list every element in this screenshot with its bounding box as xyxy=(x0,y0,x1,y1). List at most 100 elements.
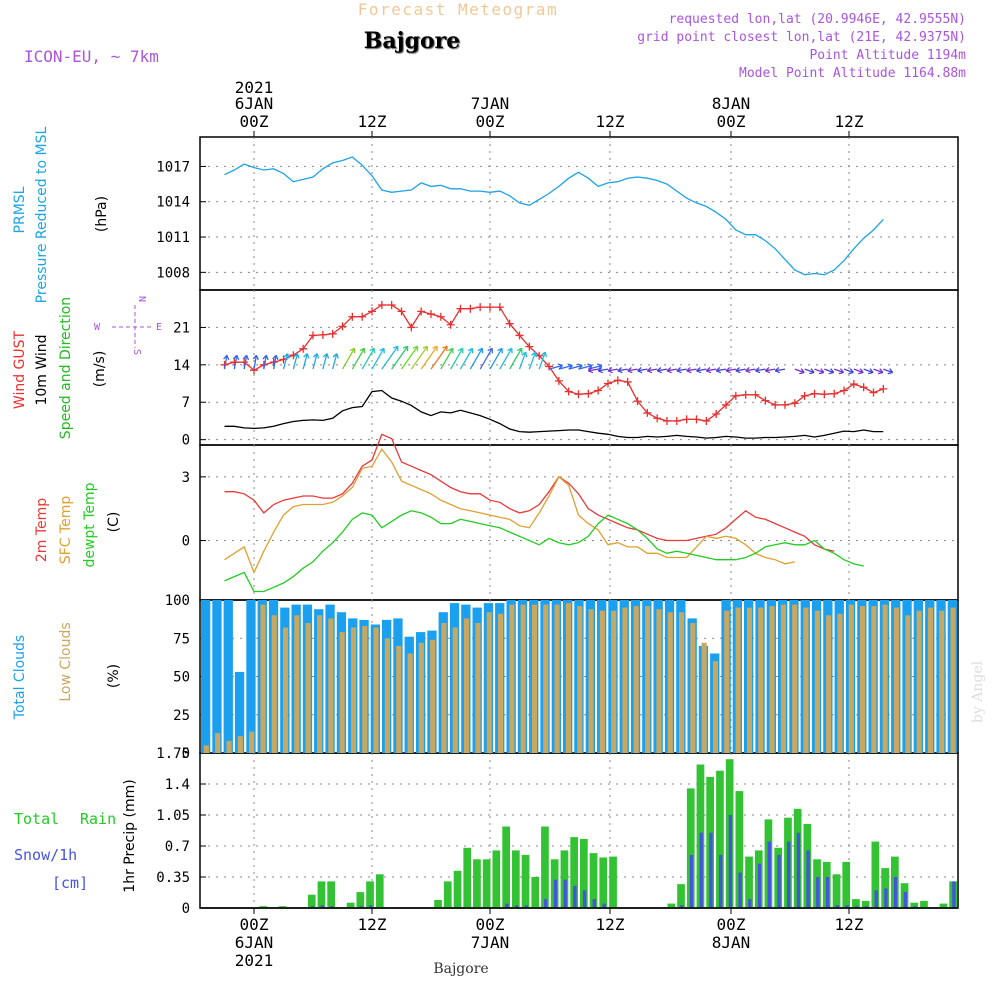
snow-bar-35 xyxy=(544,899,548,908)
wind-arrowhead-26 xyxy=(516,347,523,354)
snow-bar-16 xyxy=(359,906,363,908)
snow-bar-39 xyxy=(582,890,587,908)
wind-arrow-2 xyxy=(273,355,277,370)
low-cloud-bar-6 xyxy=(271,615,277,753)
model-altitude: Model Point Altitude 1164.88m xyxy=(739,66,966,81)
wind-labels: Wind GUST 10m Wind Speed and Direction (… xyxy=(12,296,162,439)
precipitation-ytick-0: 1.75 xyxy=(156,746,190,762)
rain-bar-41 xyxy=(599,857,608,908)
gust-marker-42 xyxy=(633,397,642,406)
gust-marker-62 xyxy=(830,389,839,398)
wind-arrowhead-5 xyxy=(303,353,310,359)
low-cloud-bar-62 xyxy=(905,615,911,753)
wind-arrow-36 xyxy=(598,368,609,372)
low-cloud-bar-29 xyxy=(531,604,537,753)
model-name: ICON-EU, ~ 7km xyxy=(24,47,159,66)
gust-marker-66 xyxy=(869,388,878,397)
wind-arrowhead-40 xyxy=(637,367,643,374)
wind-arrow-43 xyxy=(666,368,677,372)
total-cloud-bar-2 xyxy=(223,600,233,753)
precip-y-label: 1hr Precip (mm) xyxy=(122,779,138,892)
snow-bar-12 xyxy=(320,905,324,908)
pressure-ytick-0: 1017 xyxy=(156,159,190,175)
top-time-label-5: 12Z xyxy=(835,112,864,131)
wind-arrow-7 xyxy=(322,353,328,370)
rain-bar-69 xyxy=(871,841,880,908)
wind-arrowhead-58 xyxy=(828,368,835,375)
wind-arrow-46 xyxy=(696,368,707,372)
precipitation-ytick-3: 0.7 xyxy=(165,839,190,855)
wind-arrowhead-42 xyxy=(656,367,663,374)
compass-north: N xyxy=(136,296,147,302)
rain-bar-39 xyxy=(580,838,588,908)
snow-bar-69 xyxy=(874,890,878,908)
wind-arrowhead-28 xyxy=(531,351,538,358)
gust-marker-63 xyxy=(840,386,848,395)
snow-bar-36 xyxy=(553,879,558,908)
low-cloud-bar-10 xyxy=(317,615,323,753)
wind-arrow-54 xyxy=(775,368,786,372)
wind-arrow-10 xyxy=(351,347,365,370)
wind-arrow-25 xyxy=(499,347,513,370)
low-cloud-bar-35 xyxy=(599,610,605,753)
wind-arrowhead-49 xyxy=(725,367,731,374)
pressure-ytick-1: 1014 xyxy=(156,195,190,211)
rain-bar-17 xyxy=(366,881,374,908)
low-cloud-bar-32 xyxy=(565,603,571,753)
wind-ytick-2: 7 xyxy=(182,395,190,411)
wind-arrowhead-12 xyxy=(379,347,385,354)
rain-label-total: Total xyxy=(14,810,59,828)
wind-arrow-37 xyxy=(607,368,618,372)
wind-arrowhead--1 xyxy=(242,354,250,361)
bottom-time-label-5: 12Z xyxy=(835,915,864,934)
gust-marker-17 xyxy=(387,300,396,309)
wind-arrow-31 xyxy=(558,364,573,370)
low-cloud-bar-7 xyxy=(283,627,289,753)
location-title: Bajgore xyxy=(364,28,460,54)
gust-marker-29 xyxy=(505,319,514,328)
pressure-series-0 xyxy=(224,156,884,276)
wind-arrow-18 xyxy=(430,345,448,370)
gust-marker-57 xyxy=(781,400,789,409)
wind-arrow-53 xyxy=(765,368,776,372)
snow-bar-58 xyxy=(767,841,771,908)
rain-bar-42 xyxy=(609,856,617,908)
rain-bar-67 xyxy=(852,899,860,908)
snow-bar-73 xyxy=(913,906,917,908)
temperature-series-0 xyxy=(224,433,835,552)
snow-bar-67 xyxy=(855,906,859,908)
rain-bar-73 xyxy=(910,902,919,908)
gust-marker-53 xyxy=(741,390,750,399)
wind-arrow-47 xyxy=(706,368,717,372)
gust-marker-9 xyxy=(309,331,317,340)
wind-arrowhead-43 xyxy=(666,367,672,374)
wind-arrow-38 xyxy=(617,368,628,372)
top-time-label-2: 00Z xyxy=(476,112,505,131)
low-cloud-bar-17 xyxy=(396,645,402,753)
rain-bar-56 xyxy=(745,856,753,908)
wind-arrowhead-60 xyxy=(848,368,854,375)
gust-marker-56 xyxy=(771,400,780,409)
rain-bar-30 xyxy=(492,850,501,908)
gust-marker-47 xyxy=(682,415,691,424)
credit-watermark: by Angel xyxy=(970,660,986,723)
top-date-label-4: 8JAN xyxy=(712,94,751,113)
clouds-ytick-3: 25 xyxy=(173,708,190,724)
wind-arrowhead-64 xyxy=(887,368,894,375)
wind-arrowhead-18 xyxy=(442,345,448,352)
wind-arrowhead-37 xyxy=(607,367,613,374)
bottom-time-label-2: 00Z xyxy=(476,915,505,934)
top-year-label: 2021 xyxy=(235,78,274,97)
wind-arrowhead-62 xyxy=(868,368,874,375)
wind-arrowhead-59 xyxy=(838,368,845,375)
rain-bar-55 xyxy=(735,791,744,908)
gust-marker-30 xyxy=(515,331,524,340)
wind-arrow-42 xyxy=(657,368,668,372)
wind-arrow-62 xyxy=(863,368,874,374)
gust-marker-10 xyxy=(318,330,327,339)
rain-bar-26 xyxy=(453,870,462,908)
low-cloud-bar-42 xyxy=(679,612,685,753)
snow-bar-66 xyxy=(845,905,849,908)
wind-arrowhead-34 xyxy=(596,363,603,370)
